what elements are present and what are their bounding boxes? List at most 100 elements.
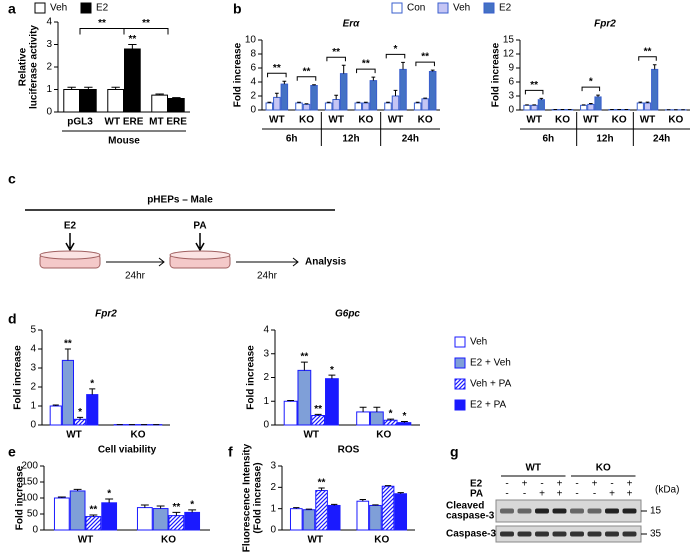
blot-row-label: PA (470, 489, 483, 500)
error-bar (645, 101, 650, 103)
blot-band (622, 508, 637, 514)
bar (369, 80, 378, 111)
error-bar (73, 488, 82, 491)
y-tick-label: 6 (508, 77, 514, 88)
blot-sign: - (610, 479, 613, 490)
bar (315, 490, 328, 531)
x-tick-label: WT (526, 115, 542, 126)
error-bar (287, 400, 295, 402)
bar (74, 418, 87, 426)
blot-band (570, 531, 584, 537)
y-tick-label: 100 (21, 493, 38, 504)
y-tick-label: 1 (30, 401, 36, 412)
bar (332, 99, 340, 111)
y-tick-label: 150 (21, 477, 38, 488)
blot-sign: + (522, 479, 528, 490)
group-label: 12h (342, 134, 359, 145)
bar (651, 68, 659, 111)
significance: * (394, 44, 398, 55)
error-bar (318, 487, 325, 491)
bar (152, 508, 169, 531)
bar (168, 515, 185, 531)
y-tick-label: 0 (250, 105, 256, 116)
x-tick-label: KO (131, 430, 146, 441)
error-bar (331, 503, 338, 506)
error-bar (363, 101, 368, 103)
blot-band (517, 508, 532, 514)
legend-label: E2 (96, 3, 109, 14)
group-label: 24h (402, 134, 419, 145)
panel-label: a (8, 1, 16, 17)
bar (394, 493, 408, 531)
blot-unit: (kDa) (655, 485, 679, 496)
legend-swatch (454, 399, 466, 411)
chart-title: Cell viability (98, 445, 157, 456)
blot-band-label: Cleaved (446, 501, 484, 512)
error-bar (397, 492, 404, 494)
x-tick-label: WT ERE (105, 117, 144, 128)
error-bar (89, 388, 96, 395)
error-bar (326, 101, 331, 103)
bar (587, 103, 595, 111)
blot-band (500, 531, 514, 537)
error-bar (638, 101, 643, 103)
blot-band (552, 508, 567, 514)
error-bar (359, 406, 367, 412)
blot-band (605, 508, 619, 514)
bar (580, 104, 588, 111)
y-axis-label: (Fold increase) (253, 462, 264, 533)
blot-band (517, 531, 532, 537)
error-bar (140, 504, 149, 508)
error-bar (415, 101, 420, 103)
legend-label: E2 + Veh (470, 358, 511, 369)
bar (69, 490, 86, 531)
legend-label: Veh (50, 3, 67, 14)
panel-label: c (8, 171, 16, 187)
error-bar (334, 94, 339, 100)
significance: ** (142, 18, 150, 29)
blot-sign: - (505, 479, 508, 490)
bar (136, 507, 153, 531)
group-label: 6h (286, 134, 298, 145)
blot-marker: 15 (650, 506, 662, 517)
chart-title: Fpr2 (594, 19, 616, 30)
significance: * (389, 409, 393, 420)
significance: ** (314, 404, 322, 415)
bar (311, 415, 326, 426)
arrow-right (106, 257, 165, 267)
bracket (385, 53, 406, 59)
significance: ** (273, 63, 281, 74)
error-bar (105, 498, 114, 503)
treatment-label: PA (193, 221, 206, 232)
group-label: 12h (596, 134, 613, 145)
blot-sign: + (539, 489, 545, 500)
error-bar (372, 504, 379, 506)
y-tick-label: 8 (250, 49, 256, 60)
error-bar (596, 94, 600, 97)
error-bar (312, 84, 316, 86)
bar (354, 102, 363, 111)
interval-label: 24hr (257, 271, 278, 282)
error-bar (386, 101, 390, 103)
bar (362, 102, 370, 111)
y-tick-label: 4 (250, 77, 256, 88)
blot-band-label: Caspase-3 (446, 529, 496, 540)
x-tick-label: WT (269, 115, 285, 126)
panel-label: g (450, 444, 459, 460)
error-bar (393, 89, 398, 96)
bar (369, 411, 384, 426)
error-bar (172, 97, 181, 99)
bar (397, 422, 412, 426)
error-bar (300, 361, 308, 371)
bar (325, 378, 339, 426)
error-bar (111, 86, 120, 90)
y-tick-label: 3 (30, 363, 36, 374)
legend-swatch (454, 378, 466, 390)
blot-band (605, 531, 619, 537)
y-tick-label: 4 (30, 344, 36, 355)
arrow-down (195, 233, 205, 252)
legend-label: Veh (453, 3, 470, 14)
significance: ** (421, 52, 429, 63)
y-tick-label: 50 (27, 509, 39, 520)
bar (384, 102, 392, 111)
